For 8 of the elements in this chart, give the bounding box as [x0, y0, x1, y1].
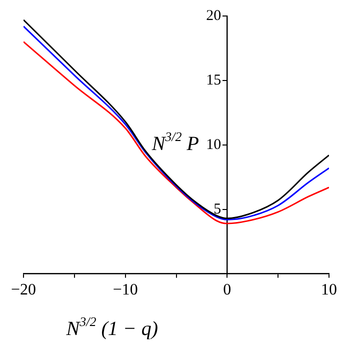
y-tick-label: 15: [206, 72, 222, 88]
x-tick-label: −20: [10, 282, 36, 299]
y-tick-label: 5: [214, 201, 222, 218]
y-tick-label: 10: [206, 136, 222, 153]
x-tick-label: −10: [112, 282, 138, 299]
x-tick-label: 0: [223, 282, 232, 299]
y-tick-label: 20: [206, 8, 222, 24]
x-tick-label: 10: [321, 282, 337, 299]
